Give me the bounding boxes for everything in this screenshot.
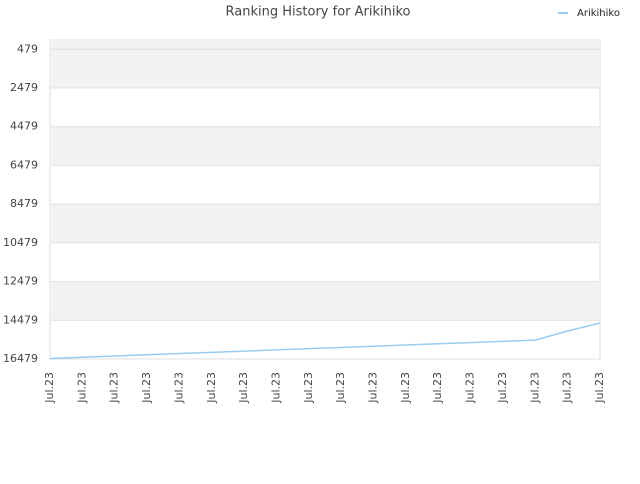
x-tick-label: Jul.23 (302, 372, 315, 404)
y-tick-label: 6479 (10, 158, 38, 171)
grid-band (50, 49, 600, 88)
x-tick-label: Jul.23 (528, 372, 541, 404)
y-tick-label: 14479 (3, 313, 38, 326)
x-tick-label: Jul.23 (334, 372, 347, 404)
x-tick-label: Jul.23 (205, 372, 218, 404)
x-tick-label: Jul.23 (367, 372, 380, 404)
x-tick-label: Jul.23 (75, 372, 88, 404)
x-tick-label: Jul.23 (237, 372, 250, 404)
x-tick-label: Jul.23 (172, 372, 185, 404)
series-line (49, 322, 601, 360)
x-tick-label: Jul.23 (140, 372, 153, 404)
legend-label: Arikihiko (577, 8, 620, 19)
grid-band (50, 281, 600, 321)
chart-title: Ranking History for Arikihiko (226, 5, 411, 20)
y-tick-label: 16479 (3, 352, 38, 365)
y-tick-label: 479 (17, 42, 38, 55)
grid-band (50, 126, 600, 166)
x-tick-label: Jul.23 (108, 372, 121, 404)
y-tick-label: 4479 (10, 120, 38, 133)
grid-band (50, 40, 600, 50)
y-tick-label: 10479 (3, 236, 38, 249)
x-tick-label: Jul.23 (561, 372, 574, 404)
y-tick-label: 2479 (10, 81, 38, 94)
x-tick-label: Jul.23 (496, 372, 509, 404)
x-tick-label: Jul.23 (593, 372, 606, 404)
x-tick-label: Jul.23 (464, 372, 477, 404)
grid-band (50, 204, 600, 243)
x-tick-label: Jul.23 (399, 372, 412, 404)
y-tick-label: 12479 (3, 275, 38, 288)
x-tick-label: Jul.23 (43, 372, 56, 404)
x-tick-label: Jul.23 (269, 372, 282, 404)
x-tick-label: Jul.23 (431, 372, 444, 404)
y-tick-label: 8479 (10, 197, 38, 210)
